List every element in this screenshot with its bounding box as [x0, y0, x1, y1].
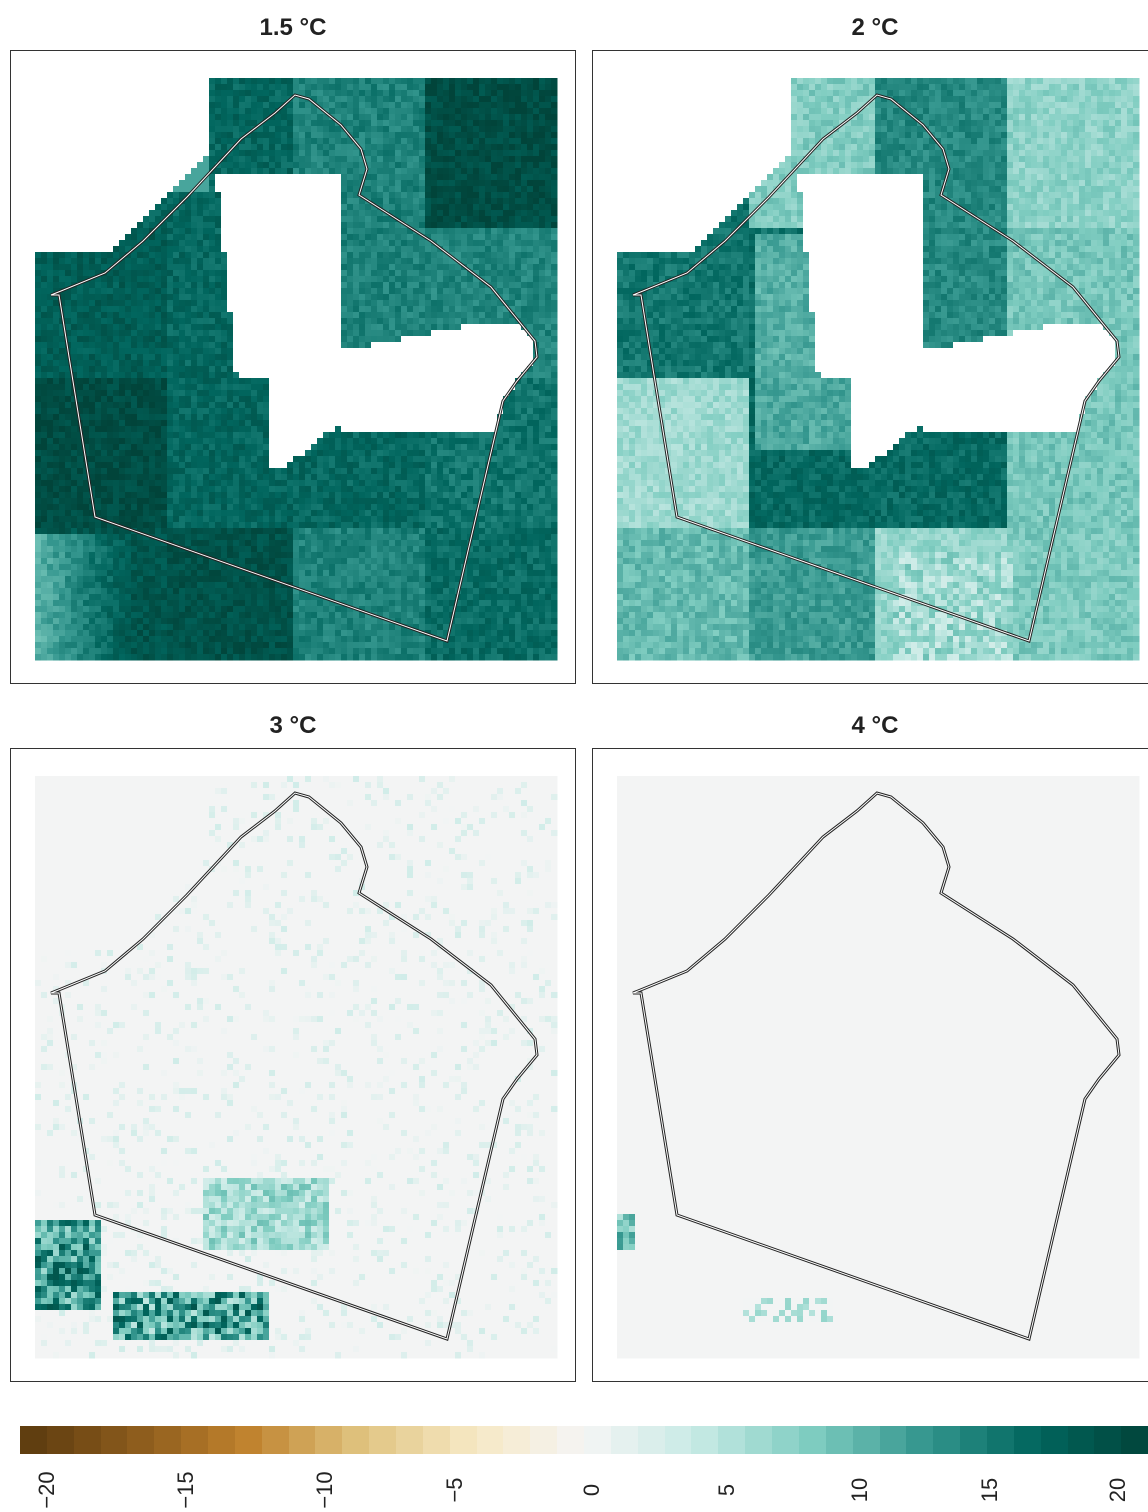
colorbar-swatch — [745, 1426, 773, 1454]
colorbar-tick-label: −10 — [312, 1471, 338, 1508]
colorbar-swatch — [46, 1426, 74, 1454]
colorbar-swatch — [342, 1426, 370, 1454]
colorbar-swatch — [960, 1426, 987, 1454]
map-panel-3 — [10, 748, 576, 1382]
map-panel-1 — [10, 50, 576, 684]
map-raster-4 — [617, 776, 1140, 1359]
colorbar-swatch — [906, 1426, 934, 1454]
colorbar-swatch — [933, 1426, 961, 1454]
colorbar-swatch — [503, 1426, 531, 1454]
colorbar-swatch — [127, 1426, 155, 1454]
colorbar-swatch — [718, 1426, 746, 1454]
colorbar-swatch — [637, 1426, 665, 1454]
map-raster-1 — [35, 78, 558, 661]
colorbar-swatch — [422, 1426, 450, 1454]
map-cells — [35, 776, 558, 1359]
panel-title-3: 3 °C — [10, 712, 576, 740]
colorbar-swatch — [1040, 1426, 1068, 1454]
colorbar-swatch — [879, 1426, 907, 1454]
colorbar-swatch — [449, 1426, 477, 1454]
map-raster-2 — [617, 78, 1140, 661]
colorbar-swatch — [154, 1426, 182, 1454]
colorbar-swatch — [181, 1426, 209, 1454]
colorbar-tick-label: 0 — [579, 1484, 605, 1496]
panel-title-2: 2 °C — [592, 14, 1148, 42]
map-raster-3 — [35, 776, 558, 1359]
colorbar-swatch — [369, 1426, 397, 1454]
colorbar-swatch — [315, 1426, 343, 1454]
colorbar-swatch — [986, 1426, 1014, 1454]
colorbar-swatch — [772, 1426, 799, 1454]
map-cells — [617, 78, 1140, 661]
colorbar-tick-label: −15 — [173, 1471, 199, 1508]
colorbar-swatch — [208, 1426, 235, 1454]
colorbar-swatch — [584, 1426, 611, 1454]
colorbar-swatch — [691, 1426, 719, 1454]
colorbar-swatch — [261, 1426, 289, 1454]
colorbar — [20, 1426, 1148, 1454]
colorbar-swatch — [1067, 1426, 1095, 1454]
colorbar-swatch — [1121, 1426, 1148, 1454]
colorbar-swatch — [1013, 1426, 1041, 1454]
colorbar-swatch — [476, 1426, 504, 1454]
colorbar-tick-label: 20 — [1105, 1478, 1131, 1502]
map-panel-2 — [592, 50, 1148, 684]
map-panel-4 — [592, 748, 1148, 1382]
colorbar-swatch — [798, 1426, 826, 1454]
colorbar-swatch — [610, 1426, 638, 1454]
panel-title-1: 1.5 °C — [10, 14, 576, 42]
colorbar-swatch — [530, 1426, 558, 1454]
colorbar-swatch — [234, 1426, 262, 1454]
colorbar-swatch — [100, 1426, 128, 1454]
map-cells — [35, 78, 558, 661]
colorbar-tick-label: −5 — [442, 1477, 468, 1502]
colorbar-tick-label: 10 — [847, 1478, 873, 1502]
colorbar-tick-label: 5 — [714, 1484, 740, 1496]
colorbar-swatch — [73, 1426, 101, 1454]
colorbar-swatch — [288, 1426, 316, 1454]
map-cells — [617, 776, 1140, 1359]
panel-title-4: 4 °C — [592, 712, 1148, 740]
colorbar-tick-label: 15 — [977, 1478, 1003, 1502]
colorbar-swatch — [557, 1426, 585, 1454]
colorbar-swatch — [664, 1426, 692, 1454]
colorbar-swatch — [825, 1426, 853, 1454]
colorbar-swatch — [852, 1426, 880, 1454]
colorbar-swatch — [20, 1426, 47, 1454]
colorbar-tick-label: −20 — [34, 1471, 60, 1508]
colorbar-swatch — [396, 1426, 423, 1454]
colorbar-swatch — [1094, 1426, 1122, 1454]
